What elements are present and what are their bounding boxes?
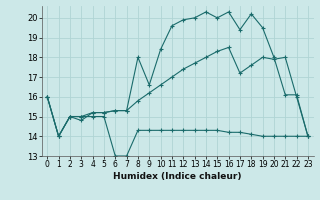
- X-axis label: Humidex (Indice chaleur): Humidex (Indice chaleur): [113, 172, 242, 181]
